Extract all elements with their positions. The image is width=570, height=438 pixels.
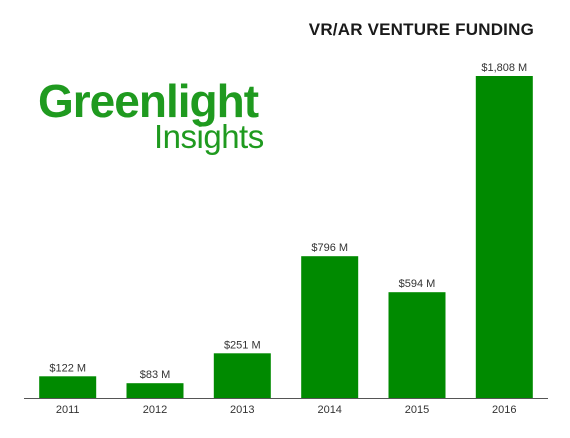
x-tick-label-2016: 2016 [492,404,516,416]
bar-2011 [39,376,97,398]
logo-wordmark-sub: Insights [154,118,264,155]
bar-2016 [475,76,533,398]
bar-2012 [126,383,184,398]
data-label-2014: $796 M [311,242,348,254]
chart-title: VR/AR VENTURE FUNDING [308,20,534,39]
data-label-2011: $122 M [49,362,86,374]
data-label-2016: $1,808 M [481,62,527,74]
bar-2014 [301,256,359,398]
data-label-2012: $83 M [140,369,171,381]
greenlight-insights-logo: Greenlight Insights [38,78,283,158]
x-tick-label-2013: 2013 [230,404,254,416]
x-tick-label-2015: 2015 [405,404,429,416]
x-tick-label-2014: 2014 [317,404,341,416]
logo-wordmark-main: Greenlight [38,75,259,127]
data-label-2015: $594 M [399,278,436,290]
x-tick-label-2011: 2011 [56,404,80,416]
bar-2013 [213,353,271,398]
data-label-2013: $251 M [224,339,261,351]
bar-2015 [388,292,446,398]
x-tick-label-2012: 2012 [143,404,167,416]
